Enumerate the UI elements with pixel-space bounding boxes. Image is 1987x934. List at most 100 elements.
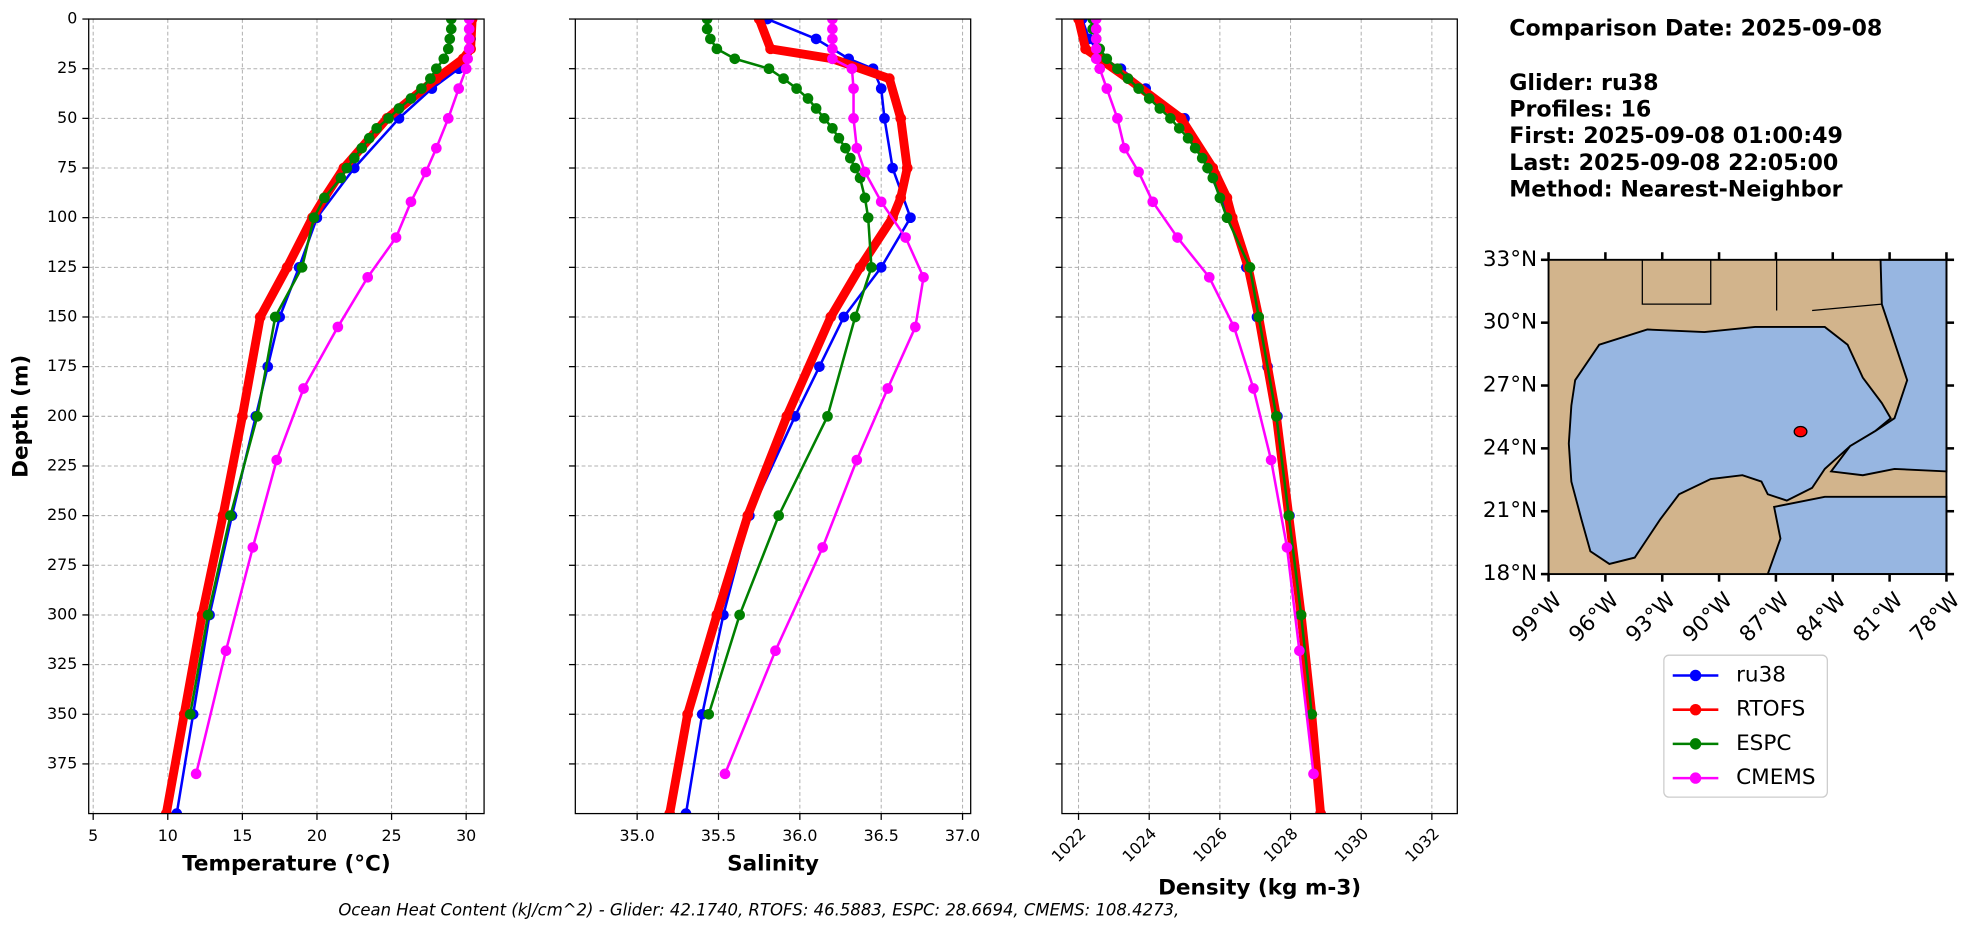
x-axis-label: Temperature (°C) <box>182 851 391 876</box>
series-marker <box>1090 43 1102 55</box>
series-marker <box>734 609 745 621</box>
series-marker <box>859 166 871 178</box>
series-marker <box>770 645 781 657</box>
series-marker <box>1122 73 1134 84</box>
series-line <box>1094 19 1315 775</box>
series-marker <box>460 63 472 75</box>
series-marker <box>1202 162 1213 174</box>
info-line: Profiles: 16 <box>1509 97 1651 123</box>
y-axis-label: Depth (m) <box>9 355 34 478</box>
series-marker <box>363 132 375 144</box>
map-y-tick-label: 24°N <box>1483 435 1537 460</box>
series-marker <box>1295 609 1307 621</box>
series-marker <box>918 271 929 283</box>
plot-area <box>1073 19 1326 814</box>
legend-label: ESPC <box>1736 731 1791 756</box>
map-x-tick-label: 93°W <box>1621 588 1681 648</box>
series-marker <box>742 510 754 521</box>
y-tick-label: 100 <box>47 207 77 226</box>
series-marker <box>827 53 838 65</box>
footer: Ocean Heat Content (kJ/cm^2) - Glider: 4… <box>338 901 1179 920</box>
series-marker <box>319 192 330 204</box>
map-y-tick-label: 21°N <box>1483 498 1537 523</box>
series-marker <box>1182 132 1194 144</box>
legend-label: CMEMS <box>1736 765 1815 790</box>
map-x-tick-label: 84°W <box>1792 588 1852 648</box>
series-marker <box>341 162 353 174</box>
series-marker <box>1133 83 1144 94</box>
series-marker <box>682 708 693 720</box>
series-marker <box>848 83 859 94</box>
series-marker <box>729 53 741 65</box>
series-marker <box>247 542 259 553</box>
series-marker <box>1119 142 1130 154</box>
series-marker <box>818 113 830 124</box>
info-line: Method: Nearest-Neighbor <box>1509 176 1842 202</box>
series-marker <box>875 262 887 273</box>
info-line: Comparison Date: 2025-09-08 <box>1509 16 1882 42</box>
x-tick-label: 1030 <box>1330 824 1372 866</box>
series-marker <box>664 808 676 814</box>
state-borders <box>1641 259 1882 312</box>
series-marker <box>1265 454 1277 466</box>
map-x-tick-label: 87°W <box>1735 588 1795 648</box>
legend-marker <box>1689 772 1702 784</box>
y-tick-label: 350 <box>47 704 77 723</box>
series-marker <box>1244 262 1256 273</box>
x-tick-label: 10 <box>158 826 178 845</box>
series-marker <box>901 162 913 174</box>
series-line <box>194 19 471 775</box>
series-marker <box>1214 192 1226 204</box>
info-line: First: 2025-09-08 01:00:49 <box>1509 123 1843 149</box>
series-marker <box>1147 196 1159 208</box>
map-x-tick-label: 81°W <box>1849 588 1909 648</box>
series-marker <box>827 19 838 25</box>
series-marker <box>1189 142 1201 154</box>
series-marker <box>431 63 442 75</box>
series-marker <box>879 113 890 124</box>
series-marker <box>463 33 475 45</box>
map-x-tick-label: 99°W <box>1507 588 1567 648</box>
series-marker <box>854 262 866 273</box>
series-marker <box>431 142 442 154</box>
series-marker <box>827 23 838 35</box>
y-tick-label: 175 <box>47 356 77 375</box>
series-marker <box>1090 23 1102 35</box>
y-tick-label: 375 <box>47 753 77 772</box>
series-marker <box>190 768 202 780</box>
legend-label: RTOFS <box>1736 697 1805 722</box>
series-marker <box>442 43 454 55</box>
series-marker <box>405 196 417 208</box>
x-tick-label: 1026 <box>1189 824 1231 866</box>
y-tick-label: 200 <box>47 406 77 425</box>
series-marker <box>254 311 266 323</box>
x-tick-label: 1022 <box>1048 824 1090 866</box>
x-tick-label: 36.0 <box>782 826 817 845</box>
series-marker <box>160 808 172 814</box>
series-marker <box>875 83 887 94</box>
map-basemap <box>1547 258 1948 576</box>
series-marker <box>851 454 863 466</box>
series-marker <box>269 311 281 323</box>
info-line: Last: 2025-09-08 22:05:00 <box>1509 150 1838 176</box>
map-y-tick-label: 30°N <box>1483 310 1537 335</box>
series-marker <box>884 73 895 84</box>
series-marker <box>371 122 382 134</box>
series-marker <box>444 33 456 45</box>
series-marker <box>817 542 828 553</box>
series-marker <box>1248 383 1259 394</box>
y-tick-label: 125 <box>47 257 77 276</box>
series-marker <box>445 23 457 35</box>
series-marker <box>882 383 894 394</box>
legend-marker <box>1689 669 1702 682</box>
series-marker <box>1101 83 1113 94</box>
series-marker <box>335 172 347 184</box>
y-tick-label: 75 <box>57 158 77 177</box>
y-tick-label: 0 <box>67 9 77 28</box>
series-marker <box>840 142 851 154</box>
series-marker <box>171 808 183 814</box>
series-marker <box>332 321 344 333</box>
series-marker <box>849 311 861 323</box>
x-tick-label: 35.0 <box>620 826 655 845</box>
